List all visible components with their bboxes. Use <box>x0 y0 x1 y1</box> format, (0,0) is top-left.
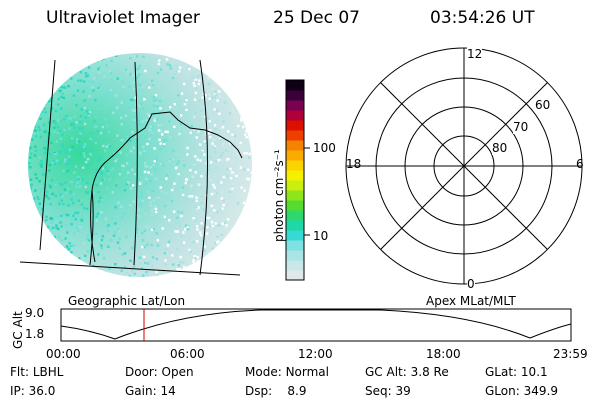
alt-tick-low: 1.8 <box>25 327 45 341</box>
colorbar <box>285 79 310 281</box>
colorbar-segment <box>286 140 304 151</box>
colorbar-segment <box>286 230 304 241</box>
colorbar-segment <box>286 240 304 251</box>
dsp-field: Dsp: 8.9 <box>245 384 307 398</box>
colorbar-segment <box>286 90 304 101</box>
flt-field: Flt: LBHL <box>10 365 64 379</box>
altitude-plot <box>60 308 572 342</box>
polar-diagonal-2 <box>380 82 548 250</box>
glat-field: GLat: 10.1 <box>485 365 548 379</box>
mlt-label-12: 12 <box>467 47 483 61</box>
colorbar-segment <box>286 80 304 91</box>
colorbar-segment <box>286 270 304 281</box>
time-tick-2359: 23:59 <box>553 347 588 361</box>
geo-grid-lines <box>19 59 243 276</box>
altitude-frame <box>60 308 572 342</box>
colorbar-segment <box>286 190 304 201</box>
mlat-label-80: 80 <box>492 141 508 155</box>
colorbar-segment <box>286 170 304 181</box>
colorbar-segment <box>286 110 304 121</box>
alt-tick-high: 9.0 <box>25 306 45 320</box>
seq-field: Seq: 39 <box>365 384 411 398</box>
colorbar-unit-label: photon cm⁻²s⁻¹ <box>272 149 286 242</box>
colorbar-segment <box>286 210 304 221</box>
time-tick-0000: 00:00 <box>46 347 81 361</box>
altitude-curve <box>60 309 572 340</box>
date-label: 25 Dec 07 <box>273 8 360 28</box>
colorbar-segment <box>286 220 304 231</box>
mode-field: Mode: Normal <box>245 365 329 379</box>
colorbar-segment <box>286 100 304 111</box>
gc-alt-field: GC Alt: 3.8 Re <box>365 365 449 379</box>
colorbar-segment <box>286 130 304 141</box>
time-label: 03:54:26 UT <box>430 8 535 28</box>
colorbar-segment <box>286 260 304 271</box>
ip-field: IP: 36.0 <box>10 384 56 398</box>
alt-axis-label: GC Alt <box>11 311 25 349</box>
geo-caption: Geographic Lat/Lon <box>68 294 186 308</box>
uv-disk <box>28 53 252 277</box>
door-field: Door: Open <box>125 365 194 379</box>
mlt-label-0: 0 <box>467 277 475 291</box>
mlat-label-70: 70 <box>513 120 529 134</box>
colorbar-segment <box>286 150 304 161</box>
mlt-label-6: 6 <box>576 157 584 171</box>
glon-field: GLon: 349.9 <box>485 384 558 398</box>
gain-field: Gain: 14 <box>125 384 176 398</box>
colorbar-segment <box>286 250 304 261</box>
apex-caption: Apex MLat/MLT <box>426 294 516 308</box>
time-tick-1200: 12:00 <box>298 347 333 361</box>
colorbar-segment <box>286 180 304 191</box>
mlt-label-18: 18 <box>346 157 362 171</box>
time-tick-1800: 18:00 <box>426 347 461 361</box>
colorbar-tick-10: 10 <box>313 229 329 243</box>
polar-plot <box>345 47 583 285</box>
colorbar-segment <box>286 160 304 171</box>
colorbar-segment <box>286 200 304 211</box>
time-tick-0600: 06:00 <box>170 347 205 361</box>
colorbar-tick-100: 100 <box>313 141 336 155</box>
colorbar-segment <box>286 120 304 131</box>
instrument-title: Ultraviolet Imager <box>46 8 200 28</box>
mlat-label-60: 60 <box>535 98 551 112</box>
